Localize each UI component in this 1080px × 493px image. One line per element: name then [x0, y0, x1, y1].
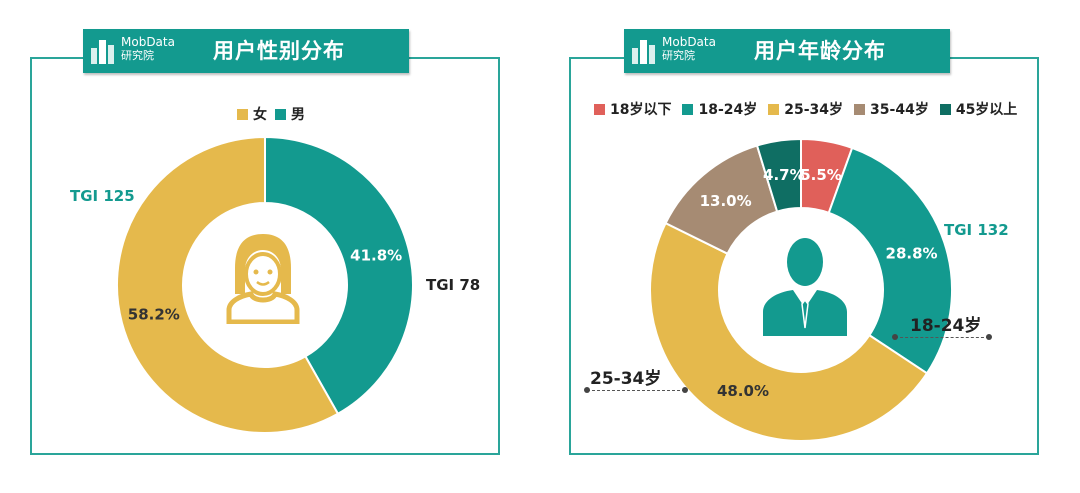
gender-legend-item: 男 [275, 104, 305, 124]
legend-label: 女 [253, 107, 267, 123]
legend-swatch [854, 103, 866, 115]
legend-label: 45岁以上 [955, 102, 1018, 118]
age-slice [827, 146, 953, 375]
brand-logo-text: MobData 研究院 [121, 35, 175, 63]
legend-label: 18岁以下 [610, 102, 672, 118]
callout-25-34-dot [682, 387, 688, 393]
gender-legend: 女男 [237, 104, 313, 124]
callout-25-34: 25-34岁 [590, 369, 662, 389]
businessman-icon [763, 238, 847, 336]
gender-value-label: 58.2% [128, 305, 180, 323]
legend-label: 35-44岁 [870, 102, 929, 118]
age-slice [649, 221, 929, 442]
legend-label: 18-24岁 [698, 102, 758, 118]
legend-swatch [768, 103, 780, 115]
legend-label: 男 [291, 107, 305, 123]
mobdata-logo-icon [91, 40, 114, 64]
legend-label: 25-34岁 [784, 102, 844, 118]
mobdata-logo-icon [632, 40, 655, 64]
age-legend-item: 18-24岁 [682, 99, 757, 119]
age-legend-item: 35-44岁 [854, 99, 929, 119]
age-header: MobData 研究院 用户年龄分布 [624, 29, 950, 73]
age-value-label: 13.0% [700, 192, 752, 210]
age-value-label: 5.5% [800, 166, 842, 184]
gender-title: 用户性别分布 [213, 39, 345, 63]
callout-18-24: 18-24岁 [910, 316, 982, 336]
legend-swatch [939, 103, 951, 115]
gender-slice [116, 135, 340, 434]
brand-name: MobData [121, 35, 175, 49]
callout-18-24-dot [986, 334, 992, 340]
brand-sub: 研究院 [662, 49, 695, 62]
callout-25-34-line [587, 390, 685, 391]
tgi-18-24-label: TGI 132 [944, 221, 1009, 239]
age-value-label: 48.0% [717, 382, 769, 400]
age-legend-item: 18岁以下 [594, 99, 671, 119]
age-slice [755, 137, 802, 213]
gender-header: MobData 研究院 用户性别分布 [83, 29, 409, 73]
callout-18-24-dot [892, 334, 898, 340]
brand-logo-text: MobData 研究院 [662, 35, 716, 63]
legend-swatch [594, 103, 605, 115]
tgi-male-label: TGI 78 [426, 276, 481, 294]
age-title: 用户年龄分布 [754, 39, 886, 63]
callout-18-24-line [895, 337, 989, 338]
legend-swatch [682, 103, 694, 115]
callout-25-34-dot [584, 387, 590, 393]
age-legend-item: 45岁以上 [939, 99, 1018, 119]
brand-sub: 研究院 [121, 49, 154, 62]
gender-legend-item: 女 [237, 104, 267, 124]
gender-value-label: 41.8% [350, 247, 402, 265]
age-value-label: 28.8% [886, 244, 938, 262]
legend-swatch [237, 108, 248, 120]
age-legend-item: 25-34岁 [768, 99, 843, 119]
age-value-label: 4.7% [763, 166, 805, 184]
tgi-female-label: TGI 125 [70, 187, 135, 205]
female-avatar-icon [226, 234, 300, 324]
brand-name: MobData [662, 35, 716, 49]
age-legend: 18岁以下 18-24岁 25-34岁 35-44岁 45岁以上 [594, 99, 1028, 119]
gender-slice [264, 135, 414, 416]
legend-swatch [275, 108, 286, 120]
